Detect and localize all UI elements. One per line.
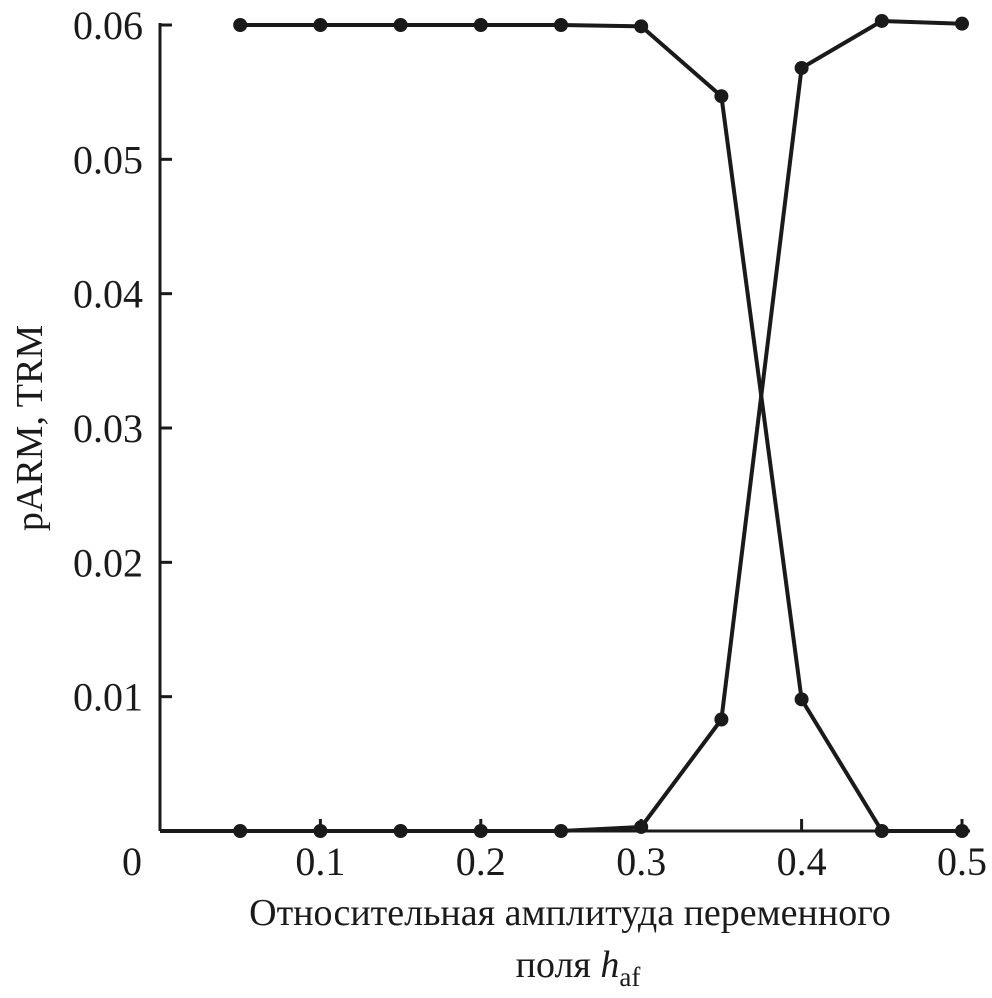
x-tick-label: 0.5 <box>937 839 987 884</box>
series-1-point <box>714 89 729 104</box>
series-2-point <box>714 712 729 727</box>
series-1-point <box>393 18 408 32</box>
x-axis-title-symbol: h <box>600 944 619 986</box>
y-axis-title: pARM, TRM <box>9 325 51 531</box>
y-tick-label: 0.02 <box>73 540 143 585</box>
series-1-point <box>313 18 328 32</box>
x-axis-title-line1: Относительная амплитуда переменного <box>249 892 891 934</box>
series-1-point <box>874 824 889 838</box>
series-2-point <box>794 60 809 75</box>
y-tick-label: 0.06 <box>73 3 143 48</box>
series-1-point <box>955 824 969 838</box>
axes <box>158 23 970 833</box>
series-2-point <box>473 824 488 838</box>
series-2-point <box>233 824 248 838</box>
series-group <box>160 13 969 838</box>
y-tick-label: 0.04 <box>73 272 143 317</box>
x-tick-label: 0.1 <box>295 839 345 884</box>
series-1-point <box>794 692 809 707</box>
series-1-point <box>233 18 248 32</box>
series-2-point <box>313 824 328 838</box>
y-tick-label: 0.01 <box>73 675 143 720</box>
x-axis-title-subscript: af <box>619 962 640 992</box>
series-2-point <box>955 16 969 31</box>
x-tick-label: 0.4 <box>777 839 827 884</box>
series-1-point <box>634 19 649 34</box>
x-axis-title-prefix: поля <box>516 944 601 986</box>
series-2-line <box>160 19 963 833</box>
series-2-point <box>874 13 889 28</box>
x-axis-title-line2: поля haf <box>516 944 641 992</box>
series-2-point <box>554 824 568 838</box>
series-2-point <box>393 824 408 838</box>
x-tick-label: 0.3 <box>616 839 666 884</box>
y-tick-label: 0.05 <box>73 137 143 182</box>
series-1-point <box>473 18 488 32</box>
series-1-point <box>554 18 568 32</box>
series-2-point <box>634 819 649 834</box>
y-tick-label: 0.03 <box>73 406 143 451</box>
series-1-line <box>240 23 962 833</box>
y-axis-ticks: 0.01 0.02 0.03 0.04 0.05 0.06 <box>73 3 172 720</box>
x-tick-label: 0 <box>122 839 142 884</box>
x-tick-label: 0.2 <box>456 839 506 884</box>
